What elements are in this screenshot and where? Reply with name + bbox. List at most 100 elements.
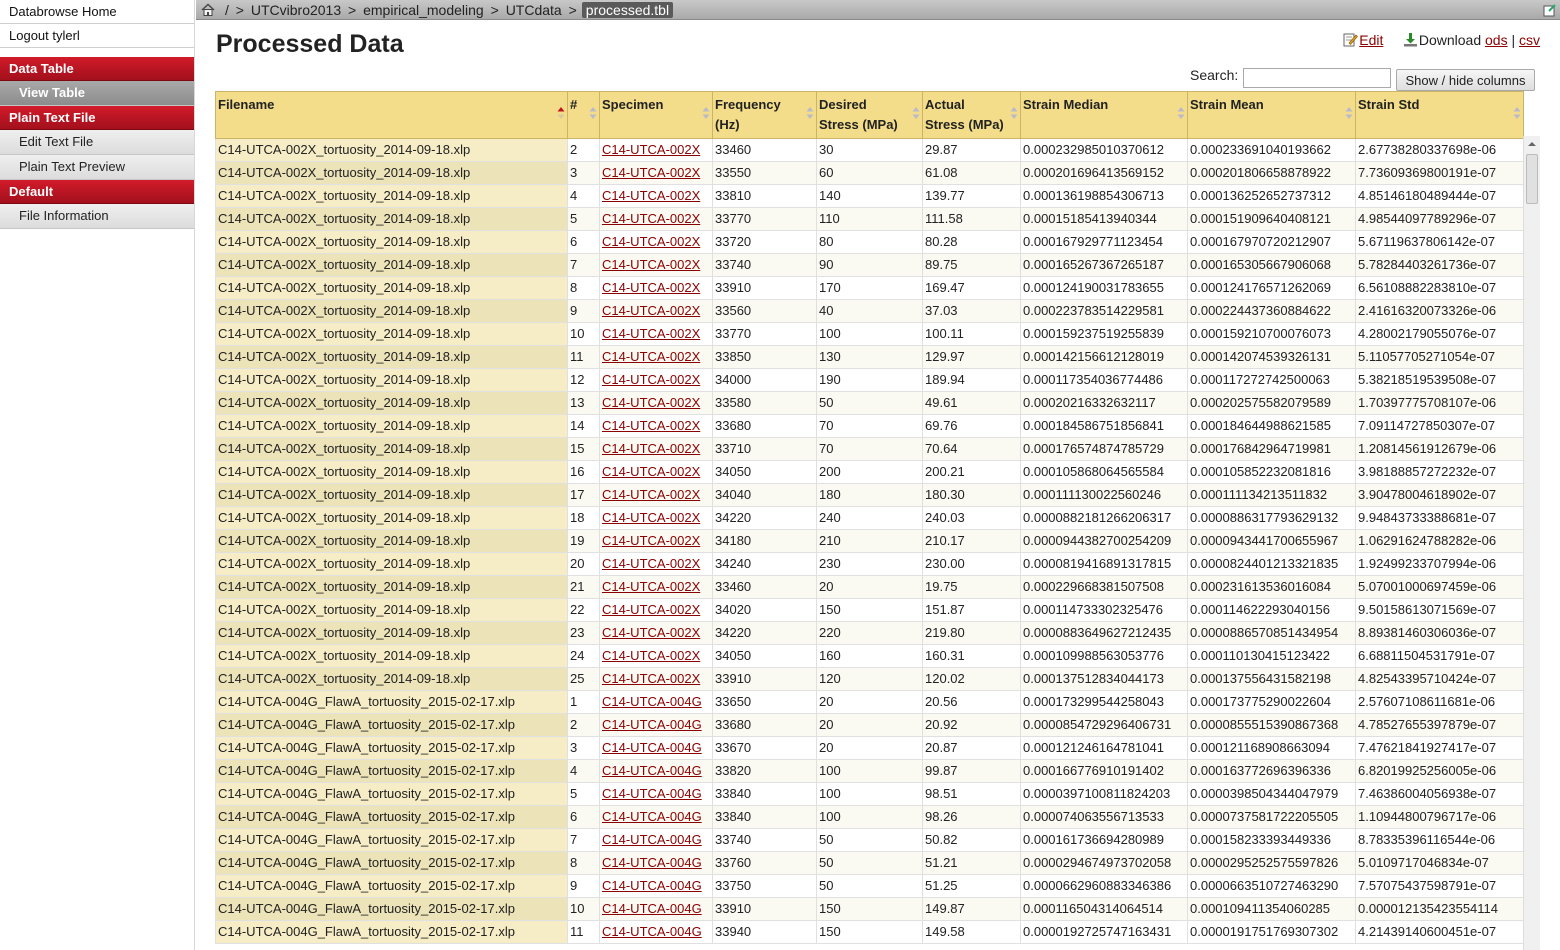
logout-link[interactable]: Logout tylerl (0, 24, 194, 48)
specimen-link[interactable]: C14-UTCA-002X (602, 510, 701, 525)
filename-cell: C14-UTCA-004G_FlawA_tortuosity_2015-02-1… (215, 690, 568, 714)
specimen-link[interactable]: C14-UTCA-002X (602, 648, 701, 663)
specimen-link[interactable]: C14-UTCA-002X (602, 188, 701, 203)
specimen-link[interactable]: C14-UTCA-002X (602, 349, 701, 364)
specimen-link[interactable]: C14-UTCA-002X (602, 418, 701, 433)
scrollbar-thumb[interactable] (1526, 154, 1538, 204)
edit-icon[interactable] (1343, 32, 1359, 47)
strain-mean-cell: 0.000117272742500063 (1187, 368, 1356, 392)
actual-stress-cell: 50.82 (922, 828, 1021, 852)
column-header[interactable]: Frequency (Hz) (712, 91, 817, 139)
column-header[interactable]: # (567, 91, 600, 139)
specimen-link[interactable]: C14-UTCA-002X (602, 372, 701, 387)
specimen-link[interactable]: C14-UTCA-002X (602, 602, 701, 617)
sidebar-item-view-table[interactable]: View Table (0, 81, 194, 106)
desired-stress-cell: 100 (816, 782, 923, 806)
specimen-link[interactable]: C14-UTCA-002X (602, 211, 701, 226)
index-cell: 24 (567, 644, 600, 668)
specimen-link[interactable]: C14-UTCA-002X (602, 395, 701, 410)
breadcrumb-root[interactable]: / (225, 2, 229, 18)
specimen-link[interactable]: C14-UTCA-002X (602, 234, 701, 249)
download-ods-link[interactable]: ods (1485, 32, 1508, 48)
scroll-up-arrow-icon[interactable] (1524, 136, 1540, 152)
strain-std-cell: 8.89381460306036e-07 (1355, 621, 1524, 645)
specimen-link[interactable]: C14-UTCA-002X (602, 464, 701, 479)
specimen-link[interactable]: C14-UTCA-002X (602, 487, 701, 502)
specimen-link[interactable]: C14-UTCA-004G (602, 878, 702, 893)
section-default[interactable]: Default (0, 180, 194, 204)
breadcrumb-current: processed.tbl (581, 2, 674, 18)
sidebar-item-edit-text-file[interactable]: Edit Text File (0, 130, 194, 155)
specimen-link[interactable]: C14-UTCA-002X (602, 142, 701, 157)
specimen-link[interactable]: C14-UTCA-004G (602, 763, 702, 778)
index-cell: 15 (567, 437, 600, 461)
table-row: C14-UTCA-004G_FlawA_tortuosity_2015-02-1… (215, 713, 1524, 737)
specimen-link[interactable]: C14-UTCA-002X (602, 441, 701, 456)
strain-mean-cell: 0.000110130415123422 (1187, 644, 1356, 668)
index-cell: 10 (567, 897, 600, 921)
specimen-link[interactable]: C14-UTCA-004G (602, 717, 702, 732)
specimen-link[interactable]: C14-UTCA-002X (602, 556, 701, 571)
specimen-link[interactable]: C14-UTCA-002X (602, 257, 701, 272)
strain-median-cell: 0.000142156612128019 (1020, 345, 1188, 369)
show-hide-columns-button[interactable]: Show / hide columns (1396, 69, 1535, 91)
specimen-link[interactable]: C14-UTCA-002X (602, 326, 701, 341)
vertical-scrollbar[interactable] (1523, 136, 1540, 950)
desired-stress-cell: 20 (816, 690, 923, 714)
specimen-link[interactable]: C14-UTCA-002X (602, 165, 701, 180)
specimen-link[interactable]: C14-UTCA-004G (602, 901, 702, 916)
specimen-link[interactable]: C14-UTCA-002X (602, 533, 701, 548)
breadcrumb-item[interactable]: UTCdata (505, 2, 562, 18)
index-cell: 25 (567, 667, 600, 691)
home-icon[interactable] (201, 3, 215, 16)
specimen-link[interactable]: C14-UTCA-002X (602, 671, 701, 686)
edit-window-icon[interactable] (1543, 3, 1557, 17)
breadcrumb-item[interactable]: empirical_modeling (363, 2, 484, 18)
search-input[interactable] (1243, 68, 1391, 88)
specimen-link[interactable]: C14-UTCA-004G (602, 832, 702, 847)
specimen-link[interactable]: C14-UTCA-002X (602, 579, 701, 594)
specimen-link[interactable]: C14-UTCA-004G (602, 924, 702, 939)
column-header[interactable]: Desired Stress (MPa) (816, 91, 923, 139)
frequency-cell: 33460 (712, 138, 817, 162)
actual-stress-cell: 169.47 (922, 276, 1021, 300)
specimen-cell: C14-UTCA-002X (599, 506, 713, 530)
filename-cell: C14-UTCA-004G_FlawA_tortuosity_2015-02-1… (215, 782, 568, 806)
specimen-link[interactable]: C14-UTCA-004G (602, 786, 702, 801)
frequency-cell: 33740 (712, 828, 817, 852)
data-table: Filename # Specimen Frequency (Hz) Desired S… (215, 91, 1524, 944)
column-header[interactable]: Filename (215, 91, 568, 139)
specimen-link[interactable]: C14-UTCA-002X (602, 625, 701, 640)
column-header[interactable]: Specimen (599, 91, 713, 139)
section-data-table[interactable]: Data Table (0, 57, 194, 81)
specimen-link[interactable]: C14-UTCA-002X (602, 303, 701, 318)
specimen-link[interactable]: C14-UTCA-002X (602, 280, 701, 295)
frequency-cell: 34040 (712, 483, 817, 507)
filename-cell: C14-UTCA-004G_FlawA_tortuosity_2015-02-1… (215, 874, 568, 898)
frequency-cell: 33580 (712, 391, 817, 415)
specimen-link[interactable]: C14-UTCA-004G (602, 694, 702, 709)
frequency-cell: 34180 (712, 529, 817, 553)
section-plain-text-file[interactable]: Plain Text File (0, 106, 194, 130)
column-header[interactable]: Strain Median (1020, 91, 1188, 139)
breadcrumb-item[interactable]: UTCvibro2013 (250, 2, 342, 18)
column-header[interactable]: Actual Stress (MPa) (922, 91, 1021, 139)
column-header[interactable]: Strain Std (1355, 91, 1524, 139)
strain-std-cell: 4.98544097789296e-07 (1355, 207, 1524, 231)
index-cell: 2 (567, 713, 600, 737)
table-row: C14-UTCA-002X_tortuosity_2014-09-18.xlp 3… (215, 161, 1524, 185)
download-csv-link[interactable]: csv (1519, 32, 1540, 48)
edit-link[interactable]: Edit (1359, 32, 1384, 48)
strain-median-cell: 0.0000883649627212435 (1020, 621, 1188, 645)
databrowse-home-link[interactable]: Databrowse Home (0, 0, 194, 24)
specimen-link[interactable]: C14-UTCA-004G (602, 855, 702, 870)
filename-cell: C14-UTCA-004G_FlawA_tortuosity_2015-02-1… (215, 759, 568, 783)
filename-cell: C14-UTCA-002X_tortuosity_2014-09-18.xlp (215, 184, 568, 208)
sidebar-item-plain-text-preview[interactable]: Plain Text Preview (0, 155, 194, 180)
specimen-link[interactable]: C14-UTCA-004G (602, 809, 702, 824)
specimen-link[interactable]: C14-UTCA-004G (602, 740, 702, 755)
sidebar-item-file-information[interactable]: File Information (0, 204, 194, 229)
column-header[interactable]: Strain Mean (1187, 91, 1356, 139)
index-cell: 4 (567, 759, 600, 783)
desired-stress-cell: 150 (816, 598, 923, 622)
